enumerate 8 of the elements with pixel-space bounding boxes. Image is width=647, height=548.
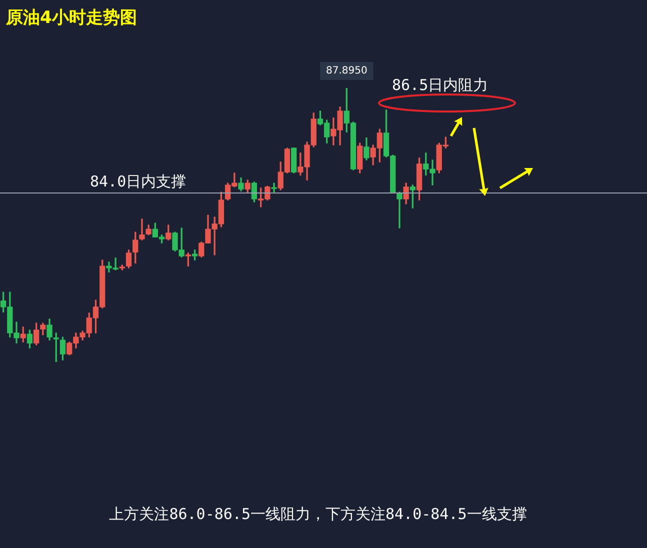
candlestick	[396, 192, 402, 228]
ref-line-label: 84.0日内支撑	[90, 172, 186, 190]
annotation: 86.5日内阻力	[392, 76, 488, 94]
candlestick	[139, 218, 145, 240]
candlestick	[271, 182, 277, 192]
text: 上方关注86.0-86.5一线阻力，下方关注84.0-84.5一线支撑	[109, 504, 527, 523]
annotation: 87.8950	[326, 66, 368, 77]
chart-title: 原油4小时走势图	[6, 7, 137, 29]
